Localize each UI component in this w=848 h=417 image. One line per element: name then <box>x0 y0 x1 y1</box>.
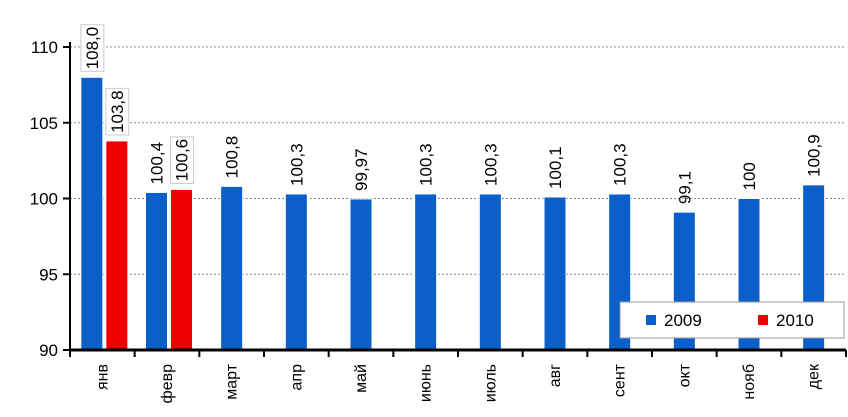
legend-swatch-2009 <box>646 315 656 325</box>
y-tick-label: 95 <box>39 265 58 284</box>
bar-2010-янв <box>105 140 129 351</box>
gridlines <box>70 46 846 275</box>
bar-2009-март <box>220 185 244 351</box>
legend-box <box>619 301 845 339</box>
data-label: 100,1 <box>546 146 565 189</box>
data-label: 99,97 <box>352 148 371 191</box>
category-label-янв: янв <box>94 364 111 390</box>
bar-2009-июнь <box>414 193 438 351</box>
data-labels: 108,0 103,8 100,4 100,6 100,8 100,3 99,97 100,3… <box>80 24 824 204</box>
x-category-labels: янв февр март апр май июнь июль авг сент окт нояб д… <box>94 363 822 403</box>
data-label: 100,9 <box>805 134 824 177</box>
data-label: 100,4 <box>148 142 167 185</box>
category-label-май: май <box>353 364 370 393</box>
data-label: 100,3 <box>481 143 500 186</box>
category-label-февр: февр <box>159 364 176 404</box>
data-label: 100,3 <box>611 143 630 186</box>
bar-2009-февр <box>145 191 168 351</box>
axes <box>63 42 847 357</box>
category-label-июль: июль <box>482 364 499 402</box>
data-label: 100,8 <box>223 136 242 179</box>
data-label: 100 <box>740 162 759 190</box>
category-label-окт: окт <box>676 363 693 387</box>
y-tick-label: 110 <box>31 38 58 57</box>
legend-swatch-2010 <box>758 315 768 325</box>
legend-label-2010: 2010 <box>776 311 814 330</box>
data-label: 100,3 <box>287 143 306 186</box>
data-label: 100,3 <box>417 143 436 186</box>
bar-2009-апр <box>284 193 308 351</box>
legend-label-2009: 2009 <box>664 311 702 330</box>
data-label: 103,8 <box>108 90 127 133</box>
bars <box>80 76 826 351</box>
legend: 2009 2010 <box>619 301 845 339</box>
bar-2010-февр <box>170 188 193 351</box>
category-label-нояб: нояб <box>741 364 758 400</box>
y-tick-label: 90 <box>39 341 58 360</box>
data-label-box <box>170 136 194 184</box>
y-tick-labels: 90 95 100 105 110 <box>30 38 58 360</box>
category-label-сент: сент <box>612 363 629 397</box>
category-label-март: март <box>224 363 241 399</box>
y-tick-label: 105 <box>30 114 58 133</box>
bar-2009-янв <box>80 76 104 351</box>
category-label-июнь: июнь <box>418 364 435 402</box>
data-label-box <box>80 24 105 72</box>
data-label: 100,6 <box>173 139 192 182</box>
data-label: 99,1 <box>675 171 694 204</box>
data-label: 108,0 <box>83 27 102 70</box>
bar-2009-авг <box>543 196 567 351</box>
category-label-апр: апр <box>288 364 305 391</box>
category-label-авг: авг <box>547 364 564 387</box>
category-label-дек: дек <box>806 363 823 389</box>
bar-2009-май <box>349 198 373 351</box>
data-label-box <box>105 87 130 136</box>
bar-2009-июль <box>478 193 502 351</box>
y-tick-label: 100 <box>30 190 58 209</box>
